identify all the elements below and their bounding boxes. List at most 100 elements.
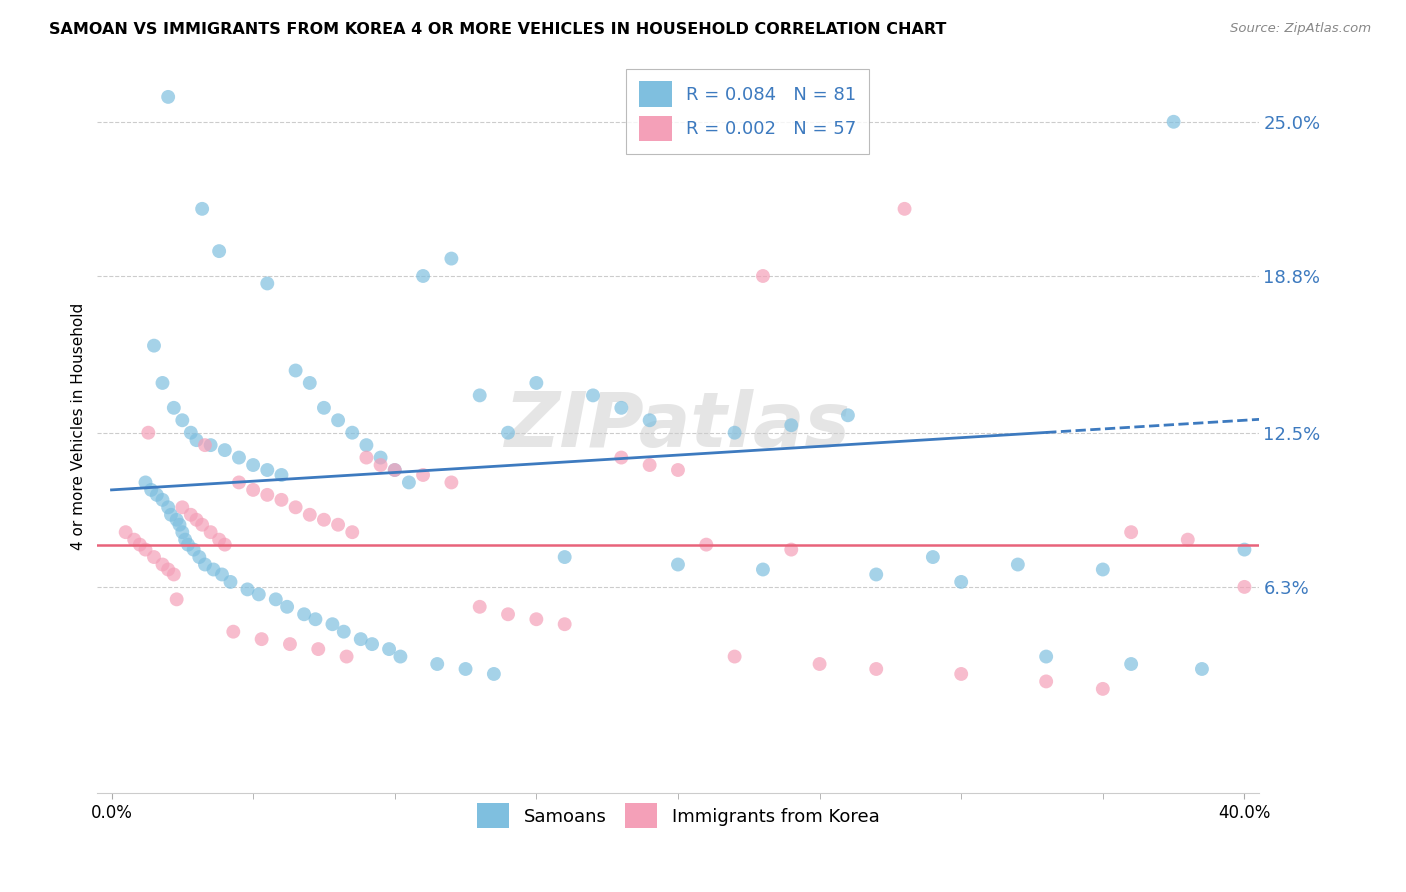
Point xyxy=(270,492,292,507)
Point xyxy=(276,599,298,614)
Point xyxy=(222,624,245,639)
Point xyxy=(378,642,401,657)
Text: SAMOAN VS IMMIGRANTS FROM KOREA 4 OR MORE VEHICLES IN HOUSEHOLD CORRELATION CHAR: SAMOAN VS IMMIGRANTS FROM KOREA 4 OR MOR… xyxy=(49,22,946,37)
Point xyxy=(188,550,211,565)
Point xyxy=(342,525,364,540)
Point xyxy=(1035,674,1057,689)
Point xyxy=(893,202,915,216)
Point xyxy=(1163,115,1185,129)
Point xyxy=(1191,662,1213,676)
Point xyxy=(1233,542,1256,557)
Point xyxy=(1035,649,1057,664)
Point xyxy=(134,542,156,557)
Point xyxy=(191,202,214,216)
Point xyxy=(666,558,689,572)
Point xyxy=(950,574,973,589)
Point xyxy=(350,632,373,647)
Point xyxy=(200,438,222,452)
Point xyxy=(191,517,214,532)
Point xyxy=(398,475,420,490)
Point xyxy=(837,409,859,423)
Point xyxy=(496,425,519,440)
Point xyxy=(180,425,202,440)
Point xyxy=(152,492,174,507)
Point xyxy=(250,632,273,647)
Point xyxy=(524,376,547,390)
Point xyxy=(256,463,278,477)
Point xyxy=(208,244,231,259)
Point xyxy=(356,438,378,452)
Point xyxy=(426,657,449,671)
Point xyxy=(304,612,326,626)
Legend: Samoans, Immigrants from Korea: Samoans, Immigrants from Korea xyxy=(470,796,886,836)
Point xyxy=(384,463,406,477)
Point xyxy=(160,508,183,522)
Point xyxy=(152,376,174,390)
Point xyxy=(496,607,519,622)
Point xyxy=(752,268,775,283)
Point xyxy=(208,533,231,547)
Point xyxy=(370,450,392,465)
Point xyxy=(412,467,434,482)
Point xyxy=(332,624,354,639)
Point xyxy=(356,450,378,465)
Point xyxy=(1121,525,1143,540)
Point xyxy=(143,550,166,565)
Point xyxy=(186,433,208,447)
Point xyxy=(157,500,180,515)
Point xyxy=(298,508,321,522)
Point xyxy=(194,438,217,452)
Point xyxy=(482,667,505,681)
Point xyxy=(157,90,180,104)
Point xyxy=(264,592,287,607)
Point xyxy=(1233,580,1256,594)
Point xyxy=(174,533,197,547)
Point xyxy=(921,550,943,565)
Text: ZIPatlas: ZIPatlas xyxy=(505,390,851,464)
Point xyxy=(312,401,335,415)
Point xyxy=(242,483,264,497)
Point xyxy=(200,525,222,540)
Point xyxy=(723,425,745,440)
Point xyxy=(228,475,250,490)
Point xyxy=(172,413,194,427)
Point xyxy=(256,277,278,291)
Point xyxy=(172,500,194,515)
Point xyxy=(865,662,887,676)
Point xyxy=(384,463,406,477)
Point xyxy=(524,612,547,626)
Point xyxy=(454,662,477,676)
Point xyxy=(468,388,491,402)
Point xyxy=(143,338,166,352)
Y-axis label: 4 or more Vehicles in Household: 4 or more Vehicles in Household xyxy=(72,303,86,550)
Point xyxy=(412,268,434,283)
Point xyxy=(136,425,159,440)
Point xyxy=(1177,533,1199,547)
Point xyxy=(166,592,188,607)
Point xyxy=(122,533,145,547)
Point xyxy=(610,450,633,465)
Point xyxy=(440,475,463,490)
Point xyxy=(172,525,194,540)
Point xyxy=(440,252,463,266)
Point xyxy=(270,467,292,482)
Point xyxy=(169,517,191,532)
Point xyxy=(336,649,359,664)
Point xyxy=(389,649,412,664)
Point xyxy=(214,538,236,552)
Point xyxy=(950,667,973,681)
Point xyxy=(326,517,349,532)
Point xyxy=(780,418,803,433)
Point xyxy=(163,567,186,582)
Point xyxy=(152,558,174,572)
Point xyxy=(186,513,208,527)
Point xyxy=(1091,562,1114,576)
Point xyxy=(554,617,576,632)
Text: Source: ZipAtlas.com: Source: ZipAtlas.com xyxy=(1230,22,1371,36)
Point xyxy=(180,508,202,522)
Point xyxy=(554,550,576,565)
Point xyxy=(146,488,169,502)
Point xyxy=(202,562,225,576)
Point xyxy=(326,413,349,427)
Point xyxy=(183,542,205,557)
